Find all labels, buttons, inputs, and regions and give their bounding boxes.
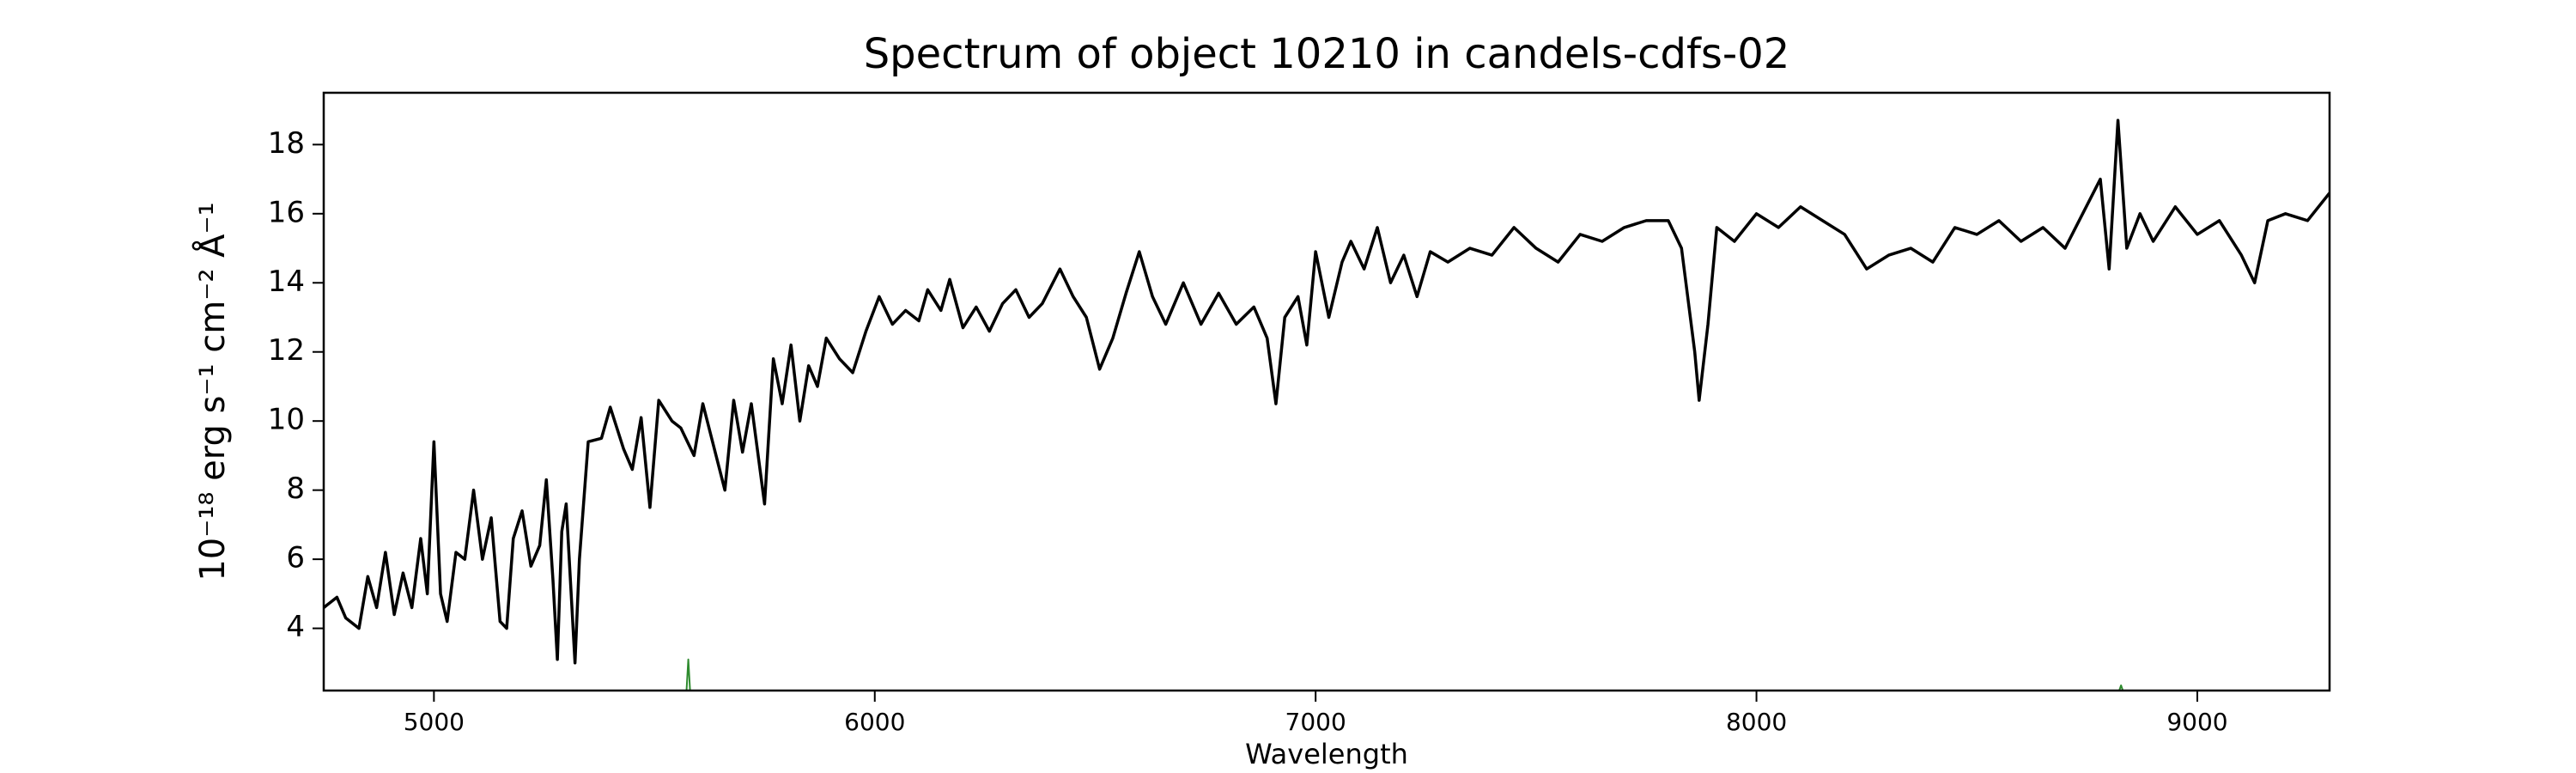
x-tick-label: 9000 [2166, 708, 2227, 736]
y-tick-label: 6 [286, 541, 305, 575]
x-tick-label: 7000 [1285, 708, 1346, 736]
plot-frame [322, 91, 2331, 692]
y-tick-label: 4 [286, 610, 305, 644]
y-tick-label: 18 [268, 126, 305, 161]
y-tick-label: 8 [286, 472, 305, 506]
y-tick-label: 10 [268, 403, 305, 437]
x-tick-label: 5000 [404, 708, 465, 736]
x-tick-label: 8000 [1726, 708, 1787, 736]
y-tick-label: 12 [268, 333, 305, 368]
chart-title: Spectrum of object 10210 in candels-cdfs… [864, 30, 1790, 78]
x-tick-label: 6000 [844, 708, 905, 736]
y-axis-label: 10⁻¹⁸ erg s⁻¹ cm⁻² Å⁻¹ [191, 202, 233, 581]
y-tick-label: 16 [268, 195, 305, 229]
x-axis-label: Wavelength [1245, 738, 1408, 770]
spectrum-line [324, 119, 2330, 665]
spectrum-line [685, 658, 2124, 691]
y-tick-label: 14 [268, 265, 305, 299]
